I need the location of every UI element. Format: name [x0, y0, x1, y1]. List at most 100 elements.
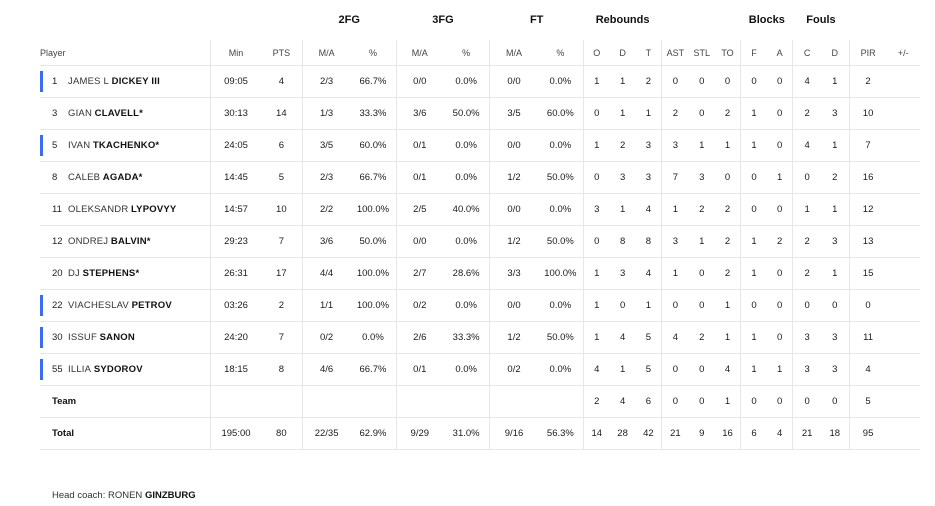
stat-ft-pct: 100.0%: [537, 257, 584, 290]
col-min: Min: [210, 40, 261, 66]
player-row[interactable]: 55 ILLIA SYDOROV 18:15 8 4/6 66.7% 0/1 0.0% 0/2 0…: [40, 353, 920, 386]
stat-blk-a: 0: [766, 385, 793, 418]
stat-2fg-pct: 33.3%: [350, 97, 397, 130]
stat-2fg-pct: [350, 385, 397, 418]
player-number: 5: [52, 140, 58, 151]
stat-foul-c: 21: [792, 417, 821, 450]
player-row[interactable]: 5 IVAN TKACHENKO* 24:05 6 3/5 60.0% 0/1 0.0% 0/0…: [40, 129, 920, 162]
group-fouls: Fouls: [806, 14, 836, 26]
player-row[interactable]: 22 VIACHESLAV PETROV 03:26 2 1/1 100.0% 0/2 0.0…: [40, 289, 920, 322]
player-first-name: ILLIA: [68, 364, 92, 375]
stat-min: 09:05: [210, 65, 261, 98]
stat-reb-d: 3: [609, 257, 636, 290]
stat-reb-o: 1: [583, 129, 610, 162]
stat-foul-c: 1: [792, 193, 821, 226]
stat-3fg-pct: 0.0%: [442, 161, 490, 194]
stat-blk-f: 1: [740, 129, 767, 162]
player-number: 1: [52, 76, 58, 87]
stat-blk-f: 6: [740, 417, 767, 450]
player-row[interactable]: 11 OLEKSANDR LYPOVYY 14:57 10 2/2 100.0% 2/5 40…: [40, 193, 920, 226]
stat-plus-minus: [886, 97, 920, 130]
stat-reb-t: 4: [635, 257, 662, 290]
stat-ast: 21: [661, 417, 689, 450]
player-row[interactable]: 12 ONDREJ BALVIN* 29:23 7 3/6 50.0% 0/0 0.0% 1/2…: [40, 225, 920, 258]
stat-reb-t: 5: [635, 321, 662, 354]
stat-plus-minus: [886, 65, 920, 98]
player-cell: 22 VIACHESLAV PETROV: [40, 289, 211, 322]
player-first-name: OLEKSANDR: [68, 204, 129, 215]
stat-ft-ma: 0/0: [489, 193, 538, 226]
stat-blk-f: 1: [740, 321, 767, 354]
stat-ft-ma: 0/0: [489, 129, 538, 162]
stat-2fg-ma: 0/2: [301, 321, 351, 354]
stat-ast: 7: [661, 161, 689, 194]
stat-3fg-pct: 31.0%: [442, 417, 490, 450]
stat-3fg-pct: 0.0%: [442, 289, 490, 322]
player-number: 22: [52, 300, 63, 311]
stat-2fg-pct: 66.7%: [350, 161, 397, 194]
player-row[interactable]: 20 DJ STEPHENS* 26:31 17 4/4 100.0% 2/7 28.6% 3/…: [40, 257, 920, 290]
stat-pir: 16: [848, 161, 887, 194]
stat-pir: 7: [848, 129, 887, 162]
stat-reb-t: 8: [635, 225, 662, 258]
stat-ft-pct: 0.0%: [537, 353, 584, 386]
stat-3fg-pct: 50.0%: [442, 97, 490, 130]
stat-reb-d: 1: [609, 97, 636, 130]
stat-stl: 0: [688, 257, 715, 290]
stat-foul-d: 3: [820, 353, 850, 386]
col-blk-a: A: [766, 40, 793, 66]
stat-3fg-ma: 0/1: [395, 129, 443, 162]
stat-2fg-pct: 66.7%: [350, 353, 397, 386]
team-row: Team 2 4 6 0 0 1 0 0 0 0 5: [40, 385, 920, 418]
stat-foul-c: 3: [792, 353, 821, 386]
stat-2fg-pct: 100.0%: [350, 193, 397, 226]
stat-pir: 10: [848, 97, 887, 130]
stat-blk-a: 0: [766, 257, 793, 290]
stat-ast: 1: [661, 257, 689, 290]
head-coach-label: Head coach:: [52, 490, 106, 501]
player-first-name: GIAN: [68, 108, 93, 119]
player-row[interactable]: 30 ISSUF SANON 24:20 7 0/2 0.0% 2/6 33.3% 1/2 50.…: [40, 321, 920, 354]
stat-ft-pct: 0.0%: [537, 65, 584, 98]
stat-ft-pct: 0.0%: [537, 289, 584, 322]
stat-2fg-pct: 100.0%: [350, 257, 397, 290]
player-row[interactable]: 8 CALEB AGADA* 14:45 5 2/3 66.7% 0/1 0.0% 1/2 50.…: [40, 161, 920, 194]
stat-to: 1: [714, 289, 741, 322]
stat-3fg-ma: 2/7: [395, 257, 443, 290]
player-cell: 11 OLEKSANDR LYPOVYY: [40, 193, 211, 226]
stat-pts: 10: [260, 193, 303, 226]
stat-3fg-ma: 0/0: [395, 65, 443, 98]
stat-3fg-pct: [442, 385, 490, 418]
stat-reb-t: 1: [635, 97, 662, 130]
stat-blk-a: 4: [766, 417, 793, 450]
col-ast: AST: [661, 40, 689, 66]
stat-3fg-pct: 0.0%: [442, 353, 490, 386]
stat-stl: 2: [688, 321, 715, 354]
stat-plus-minus: [886, 129, 920, 162]
player-last-name: BALVIN*: [110, 236, 151, 247]
stat-reb-d: 3: [609, 161, 636, 194]
player-row[interactable]: 3 GIAN CLAVELL* 30:13 14 1/3 33.3% 3/6 50.0% 3/5…: [40, 97, 920, 130]
stat-2fg-pct: 66.7%: [350, 65, 397, 98]
stat-ft-pct: 50.0%: [537, 321, 584, 354]
stat-plus-minus: [886, 257, 920, 290]
stat-ast: 0: [661, 289, 689, 322]
stat-foul-d: 1: [820, 257, 850, 290]
stat-3fg-pct: 28.6%: [442, 257, 490, 290]
stat-3fg-pct: 0.0%: [442, 129, 490, 162]
player-cell: 20 DJ STEPHENS*: [40, 257, 211, 290]
player-last-name: SANON: [99, 332, 135, 343]
stat-3fg-ma: 0/1: [395, 161, 443, 194]
player-row[interactable]: 1 JAMES L DICKEY III 09:05 4 2/3 66.7% 0/0 0.0%…: [40, 65, 920, 98]
stat-foul-c: 0: [792, 161, 821, 194]
stat-stl: 3: [688, 161, 715, 194]
stat-plus-minus: [886, 225, 920, 258]
col-foul-d: D: [820, 40, 850, 66]
stat-ast: 4: [661, 321, 689, 354]
stat-2fg-ma: 2/2: [301, 193, 351, 226]
player-cell: 3 GIAN CLAVELL*: [40, 97, 211, 130]
stat-blk-a: 1: [766, 353, 793, 386]
col-reb-d: D: [609, 40, 636, 66]
stat-3fg-ma: 2/5: [395, 193, 443, 226]
stat-plus-minus: [886, 417, 920, 450]
